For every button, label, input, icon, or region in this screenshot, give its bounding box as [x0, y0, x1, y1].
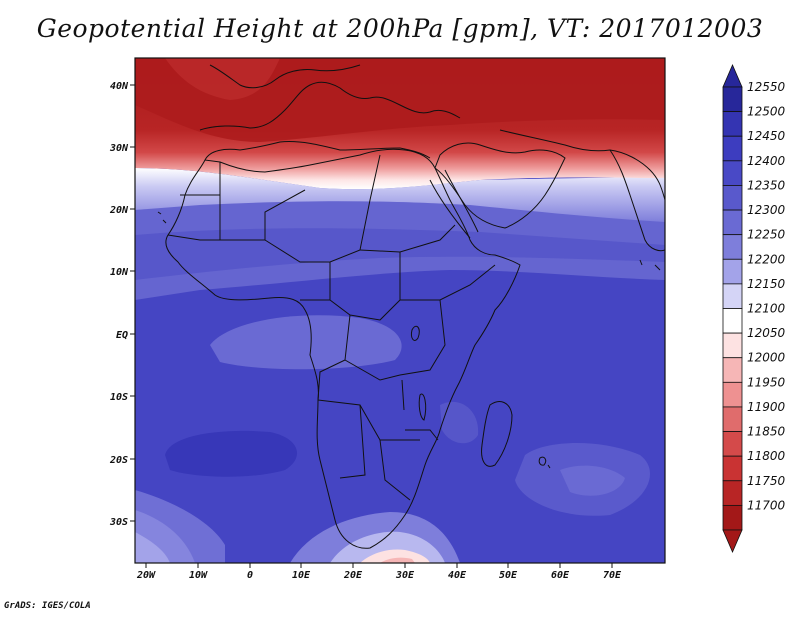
colorbar-swatch: [722, 209, 743, 236]
lat-label: 40N: [110, 81, 129, 92]
colorbar-swatch: [722, 504, 743, 531]
colorbar-swatch: [722, 406, 743, 432]
colorbar-swatch: [722, 480, 743, 506]
colorbar-label: 11800: [747, 449, 786, 463]
lon-label: 20W: [136, 570, 156, 581]
colorbar-label: 12350: [747, 178, 786, 192]
colorbar-swatch: [722, 111, 743, 137]
lat-label: 10N: [110, 267, 129, 278]
lon-label: 60E: [551, 570, 570, 581]
grads-credit: GrADS: IGES/COLA: [4, 601, 91, 611]
colorbar-label: 12000: [747, 351, 786, 365]
colorbar: 12550 12500 12450 12400 12350 12300 12250 12200…: [722, 63, 786, 554]
lat-label: 20N: [109, 205, 129, 216]
coastlines: [157, 64, 665, 549]
colorbar-swatch: [722, 357, 743, 383]
lon-labels: 20W 10W 0 10E 20E 30E 40E 50E 60E 70E: [136, 570, 622, 581]
colorbar-label: 12300: [747, 203, 786, 217]
colorbar-label: 12500: [747, 105, 786, 119]
lon-label: 50E: [499, 570, 518, 581]
contour-field: [135, 58, 665, 563]
lat-label: 20S: [109, 455, 128, 466]
lat-ticks: [130, 84, 135, 522]
colorbar-label: 12200: [747, 252, 786, 266]
colorbar-swatch: [722, 185, 743, 211]
colorbar-swatch: [722, 258, 743, 285]
lat-label: 30N: [109, 143, 129, 154]
lon-label: 20E: [343, 570, 363, 581]
map-title: Geopotential Height at 200hPa [gpm], VT:…: [36, 14, 764, 43]
colorbar-label: 12100: [747, 302, 786, 316]
colorbar-swatch: [722, 308, 743, 334]
colorbar-swatch: [722, 431, 743, 457]
colorbar-label: 12050: [747, 326, 786, 340]
lat-labels: 40N 30N 20N 10N EQ 10S 20S 30S: [109, 81, 129, 528]
colorbar-swatch: [722, 86, 743, 113]
lat-label: 30S: [109, 517, 128, 528]
lon-label: 10E: [292, 570, 311, 581]
lon-label: 0: [247, 570, 253, 581]
lon-label: 70E: [603, 570, 622, 581]
colorbar-swatch: [722, 160, 743, 186]
colorbar-label: 12550: [747, 80, 786, 94]
lat-label: 10S: [110, 392, 128, 403]
colorbar-label: 11700: [747, 498, 786, 512]
lon-ticks: [145, 563, 613, 568]
colorbar-swatch: [722, 381, 743, 408]
colorbar-swatch: [722, 234, 743, 260]
colorbar-label: 12400: [747, 154, 786, 168]
colorbar-label: 11950: [747, 375, 786, 389]
colorbar-swatch: [722, 135, 743, 162]
colorbar-label: 12250: [747, 228, 786, 242]
lon-label: 10W: [189, 570, 208, 581]
colorbar-swatch: [722, 283, 743, 309]
colorbar-swatch: [722, 455, 743, 482]
colorbar-arrow-bottom: [722, 529, 743, 554]
colorbar-label: 12150: [747, 277, 786, 291]
colorbar-label: 11850: [747, 425, 786, 439]
colorbar-label: 11750: [747, 474, 786, 488]
lon-label: 30E: [395, 570, 415, 581]
lon-label: 40E: [448, 570, 467, 581]
lat-label: EQ: [116, 330, 128, 341]
plot-frame: [134, 57, 666, 564]
colorbar-label: 12450: [747, 129, 786, 143]
colorbar-swatch: [722, 332, 743, 359]
colorbar-arrow-top: [722, 63, 743, 88]
colorbar-label: 11900: [747, 400, 786, 414]
